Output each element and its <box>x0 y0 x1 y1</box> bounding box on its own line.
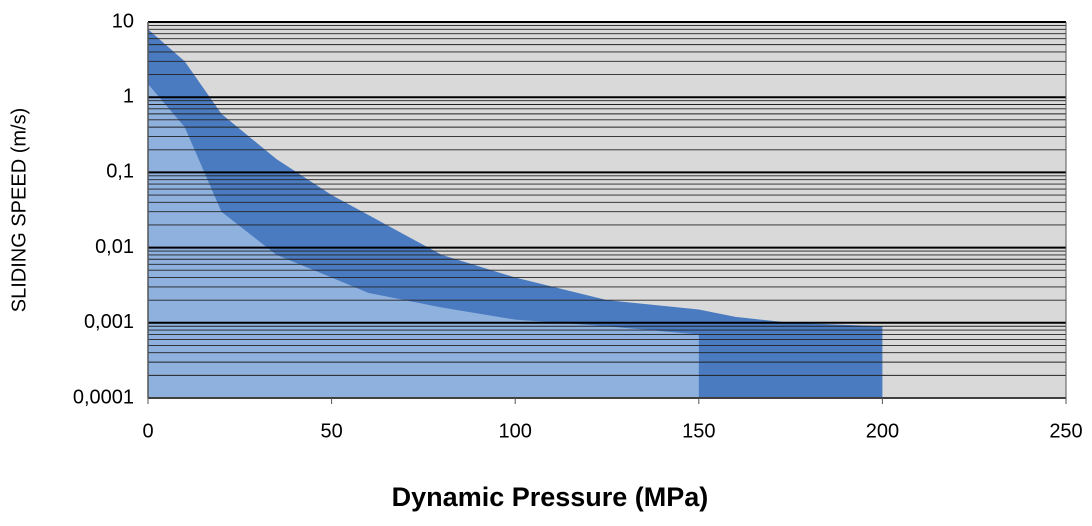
y-tick-label: 0,001 <box>84 311 134 333</box>
x-tick-label: 50 <box>320 420 342 442</box>
y-tick-label: 0,1 <box>106 161 134 183</box>
y-tick-label: 10 <box>112 10 134 32</box>
y-axis-title: SLIDING SPEED (m/s) <box>8 108 30 312</box>
x-tick-label: 250 <box>1049 420 1082 442</box>
y-tick-label: 0,01 <box>95 236 134 258</box>
x-tick-label: 200 <box>866 420 899 442</box>
x-tick-label: 150 <box>682 420 715 442</box>
x-axis-title: Dynamic Pressure (MPa) <box>392 482 709 512</box>
x-tick-label: 0 <box>142 420 153 442</box>
x-tick-label: 100 <box>499 420 532 442</box>
y-tick-label: 0,0001 <box>73 386 134 408</box>
area <box>148 83 699 398</box>
y-tick-label: 1 <box>123 85 134 107</box>
